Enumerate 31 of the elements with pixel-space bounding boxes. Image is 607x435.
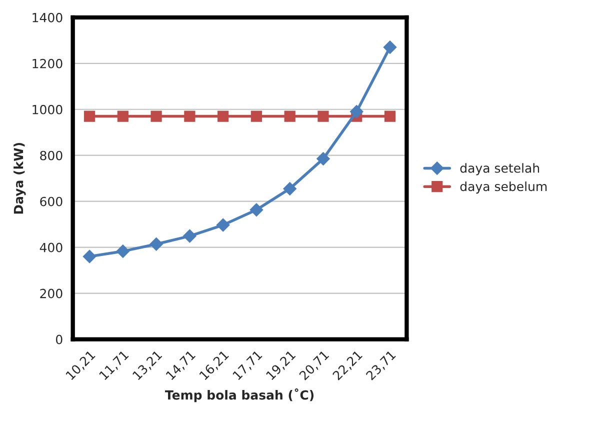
point bbox=[150, 110, 162, 122]
point bbox=[384, 110, 396, 122]
point bbox=[216, 218, 230, 232]
point bbox=[117, 110, 128, 122]
y-tick-label: 400 bbox=[40, 242, 62, 252]
point bbox=[283, 182, 296, 196]
point bbox=[284, 110, 296, 122]
point bbox=[84, 110, 96, 122]
legend-label: daya setelah bbox=[460, 163, 540, 176]
y-tick-label: 1200 bbox=[32, 58, 62, 68]
y-tick-label: 0 bbox=[56, 334, 62, 344]
point bbox=[183, 229, 196, 243]
point bbox=[82, 250, 96, 264]
y-tick-label: 1000 bbox=[32, 104, 62, 114]
point bbox=[150, 238, 163, 251]
y-tick-label: 200 bbox=[40, 288, 62, 298]
point bbox=[383, 40, 397, 54]
y-axis-title: Daya (kW) bbox=[14, 142, 26, 214]
point bbox=[250, 203, 264, 216]
point bbox=[218, 110, 229, 122]
legend-label: daya sebelum bbox=[460, 181, 547, 194]
y-tick-label: 800 bbox=[40, 150, 62, 160]
point bbox=[184, 110, 196, 122]
point bbox=[350, 105, 364, 118]
x-axis-title: Temp bola basah (˚C) bbox=[165, 388, 314, 402]
point bbox=[250, 110, 262, 122]
point bbox=[318, 110, 329, 122]
point bbox=[116, 244, 130, 258]
y-tick-label: 1400 bbox=[32, 12, 62, 22]
y-tick-label: 600 bbox=[40, 196, 62, 206]
point bbox=[316, 152, 330, 166]
